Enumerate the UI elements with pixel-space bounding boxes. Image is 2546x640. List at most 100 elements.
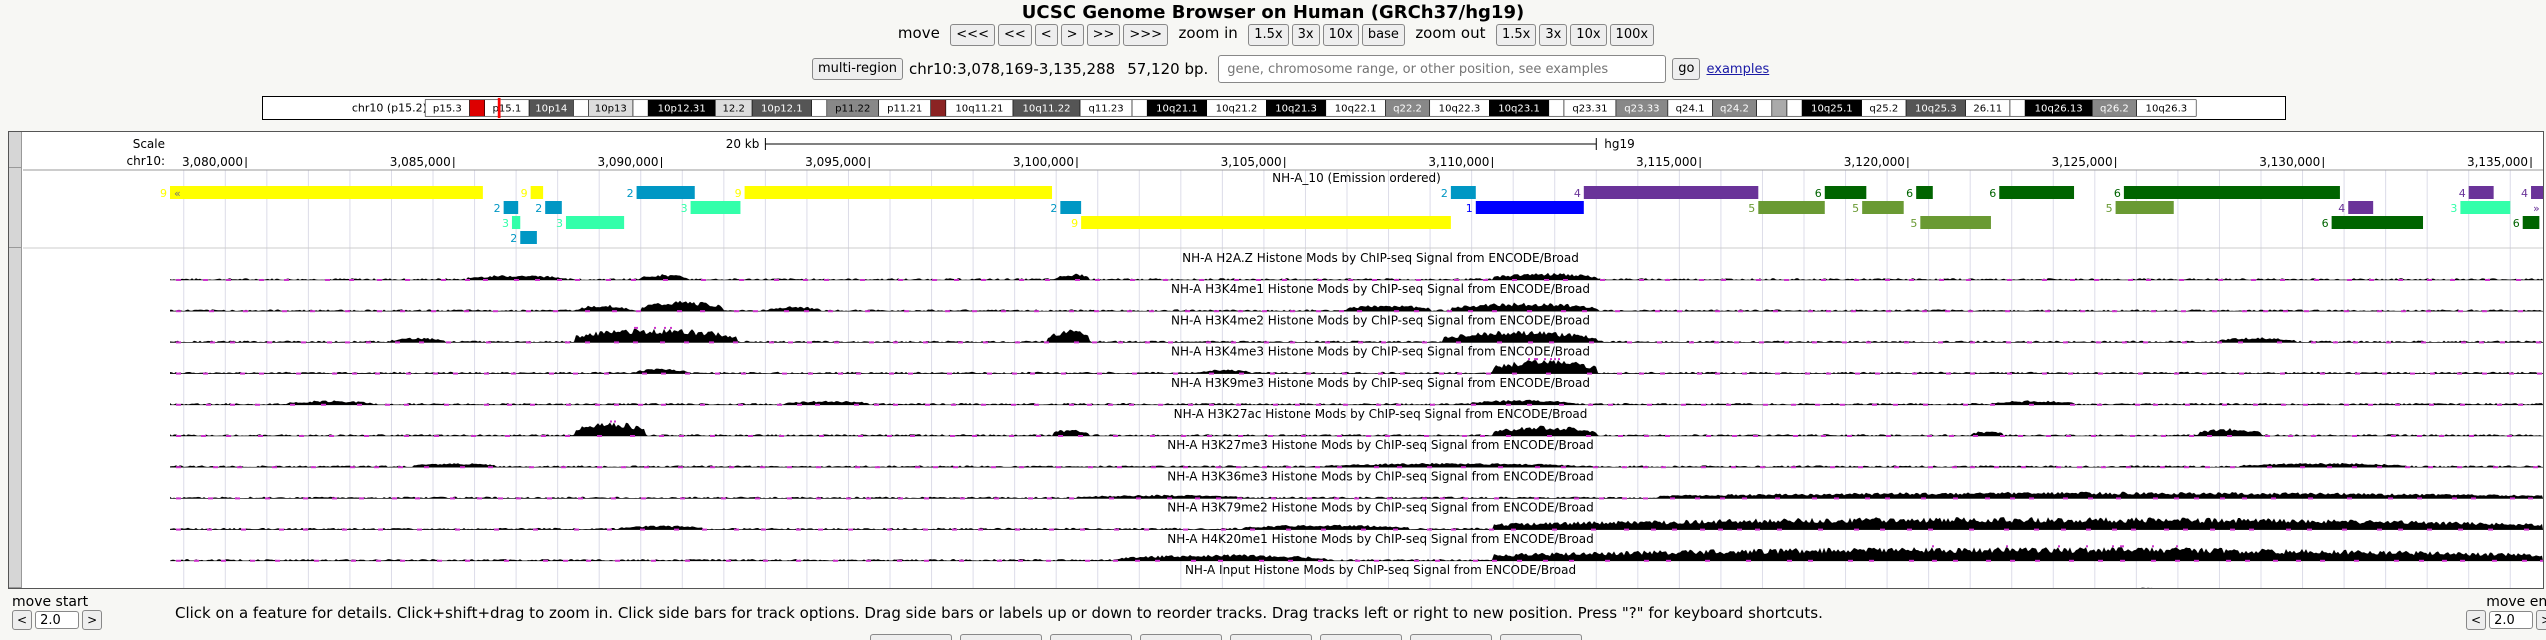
examples-link[interactable]: examples: [1706, 62, 1769, 77]
state-segment[interactable]: [691, 201, 741, 214]
bottom-button[interactable]: [960, 634, 1042, 640]
state-track-side-bar[interactable]: [9, 168, 21, 248]
state-segment[interactable]: [1476, 201, 1584, 214]
signal-wiggle[interactable]: [170, 492, 2543, 499]
state-segment[interactable]: [512, 216, 520, 229]
ideogram-band[interactable]: [573, 100, 588, 117]
move-left-far-button[interactable]: <<<: [950, 24, 995, 46]
signal-wiggle[interactable]: [170, 273, 2543, 280]
state-segment[interactable]: [504, 201, 519, 214]
state-segment[interactable]: [2523, 216, 2540, 229]
state-segment[interactable]: [566, 216, 624, 229]
signal-tracks-side-bar[interactable]: [9, 248, 21, 588]
move-right-small-button[interactable]: >: [1061, 24, 1084, 46]
signal-track[interactable]: NH-A H2A.Z Histone Mods by ChIP-seq Sign…: [170, 251, 2543, 281]
position-search-input[interactable]: [1218, 55, 1666, 83]
signal-track[interactable]: NH-A H3K79me2 Histone Mods by ChIP-seq S…: [170, 501, 2543, 531]
zoom-out-1-5x-button[interactable]: 1.5x: [1496, 24, 1536, 46]
state-segment[interactable]: [1825, 186, 1867, 199]
state-segment[interactable]: [170, 186, 483, 199]
bottom-button[interactable]: [1320, 634, 1402, 640]
state-segment[interactable]: [1451, 186, 1476, 199]
move-start-left-button[interactable]: <: [12, 610, 32, 630]
go-button[interactable]: go: [1672, 58, 1700, 80]
state-segment[interactable]: [1920, 216, 1991, 229]
bottom-button[interactable]: [1500, 634, 1582, 640]
zoom-in-base-button[interactable]: base: [1362, 24, 1405, 46]
move-right-far-button[interactable]: >>>: [1123, 24, 1168, 46]
ideogram-band[interactable]: [1549, 100, 1564, 117]
signal-track[interactable]: NH-A H3K4me1 Histone Mods by ChIP-seq Si…: [170, 282, 2543, 312]
ideogram-band[interactable]: [470, 100, 485, 117]
signal-track[interactable]: NH-A H3K4me3 Histone Mods by ChIP-seq Si…: [170, 345, 2543, 375]
zoom-in-10x-button[interactable]: 10x: [1323, 24, 1359, 46]
state-segment[interactable]: [2332, 216, 2423, 229]
move-right-medium-button[interactable]: >>: [1087, 24, 1121, 46]
signal-wiggle[interactable]: [170, 423, 2543, 437]
state-segment[interactable]: [637, 186, 695, 199]
move-left-small-button[interactable]: <: [1035, 24, 1058, 46]
state-segment[interactable]: [1081, 216, 1451, 229]
bottom-button[interactable]: [1410, 634, 1492, 640]
state-segment[interactable]: [2116, 201, 2174, 214]
signal-wiggle[interactable]: [170, 547, 2543, 561]
zoom-out-3x-button[interactable]: 3x: [1539, 24, 1567, 46]
bottom-button[interactable]: [870, 634, 952, 640]
ideogram-band[interactable]: [1772, 100, 1787, 117]
signal-track[interactable]: NH-A H3K27ac Histone Mods by ChIP-seq Si…: [170, 407, 2543, 437]
ideogram-band[interactable]: [633, 100, 648, 117]
bottom-button[interactable]: [1140, 634, 1222, 640]
signal-track[interactable]: NH-A Input Histone Mods by ChIP-seq Sign…: [170, 563, 2543, 588]
state-segment[interactable]: [1999, 186, 2074, 199]
move-left-medium-button[interactable]: <<: [998, 24, 1032, 46]
ideogram-band[interactable]: [1787, 100, 1802, 117]
state-segment[interactable]: [545, 201, 562, 214]
signal-wiggle[interactable]: [170, 517, 2543, 530]
state-segment[interactable]: [1584, 186, 1758, 199]
ideogram-band[interactable]: [1132, 100, 1147, 117]
zoom-out-100x-button[interactable]: 100x: [1610, 24, 1655, 46]
state-segment[interactable]: [1916, 186, 1933, 199]
signal-wiggle[interactable]: [170, 301, 2543, 311]
signal-track[interactable]: NH-A H4K20me1 Histone Mods by ChIP-seq S…: [170, 532, 2544, 562]
state-segment[interactable]: [520, 231, 537, 244]
zoom-in-1-5x-button[interactable]: 1.5x: [1248, 24, 1288, 46]
signal-track[interactable]: NH-A H3K36me3 Histone Mods by ChIP-seq S…: [170, 469, 2543, 499]
signal-wiggle[interactable]: [170, 329, 2543, 343]
state-segment[interactable]: [531, 186, 543, 199]
signal-wiggle[interactable]: [170, 360, 2543, 374]
move-end-right-button[interactable]: >: [2536, 610, 2546, 630]
bottom-button[interactable]: [1230, 634, 1312, 640]
move-start-right-button[interactable]: >: [82, 610, 102, 630]
ideogram-band[interactable]: [812, 100, 827, 117]
state-segment[interactable]: [2124, 186, 2340, 199]
ideogram-band[interactable]: [931, 100, 946, 117]
signal-track[interactable]: NH-A H3K9me3 Histone Mods by ChIP-seq Si…: [170, 376, 2543, 406]
state-segment[interactable]: [1758, 201, 1824, 214]
bottom-button[interactable]: [1050, 634, 1132, 640]
move-start-input[interactable]: [35, 611, 79, 629]
track-side-bars[interactable]: [9, 132, 22, 588]
state-segment[interactable]: [2531, 186, 2543, 199]
state-segment[interactable]: [1862, 201, 1904, 214]
signal-track[interactable]: NH-A H3K4me2 Histone Mods by ChIP-seq Si…: [170, 313, 2543, 343]
state-segment[interactable]: [2469, 186, 2494, 199]
multi-region-button[interactable]: multi-region: [812, 58, 903, 80]
move-end-input[interactable]: [2489, 611, 2533, 629]
state-segment[interactable]: [745, 186, 1052, 199]
state-segment[interactable]: [2460, 201, 2510, 214]
ruler-side-bar[interactable]: [9, 132, 21, 168]
zoom-out-10x-button[interactable]: 10x: [1570, 24, 1606, 46]
signal-track[interactable]: NH-A H3K27me3 Histone Mods by ChIP-seq S…: [170, 438, 2543, 468]
ideogram-band[interactable]: [2010, 100, 2025, 117]
zoom-in-3x-button[interactable]: 3x: [1292, 24, 1320, 46]
move-end-left-button[interactable]: <: [2466, 610, 2486, 630]
ideogram-band[interactable]: [1757, 100, 1772, 117]
state-segment[interactable]: [1060, 201, 1081, 214]
state-segment[interactable]: [2348, 201, 2373, 214]
